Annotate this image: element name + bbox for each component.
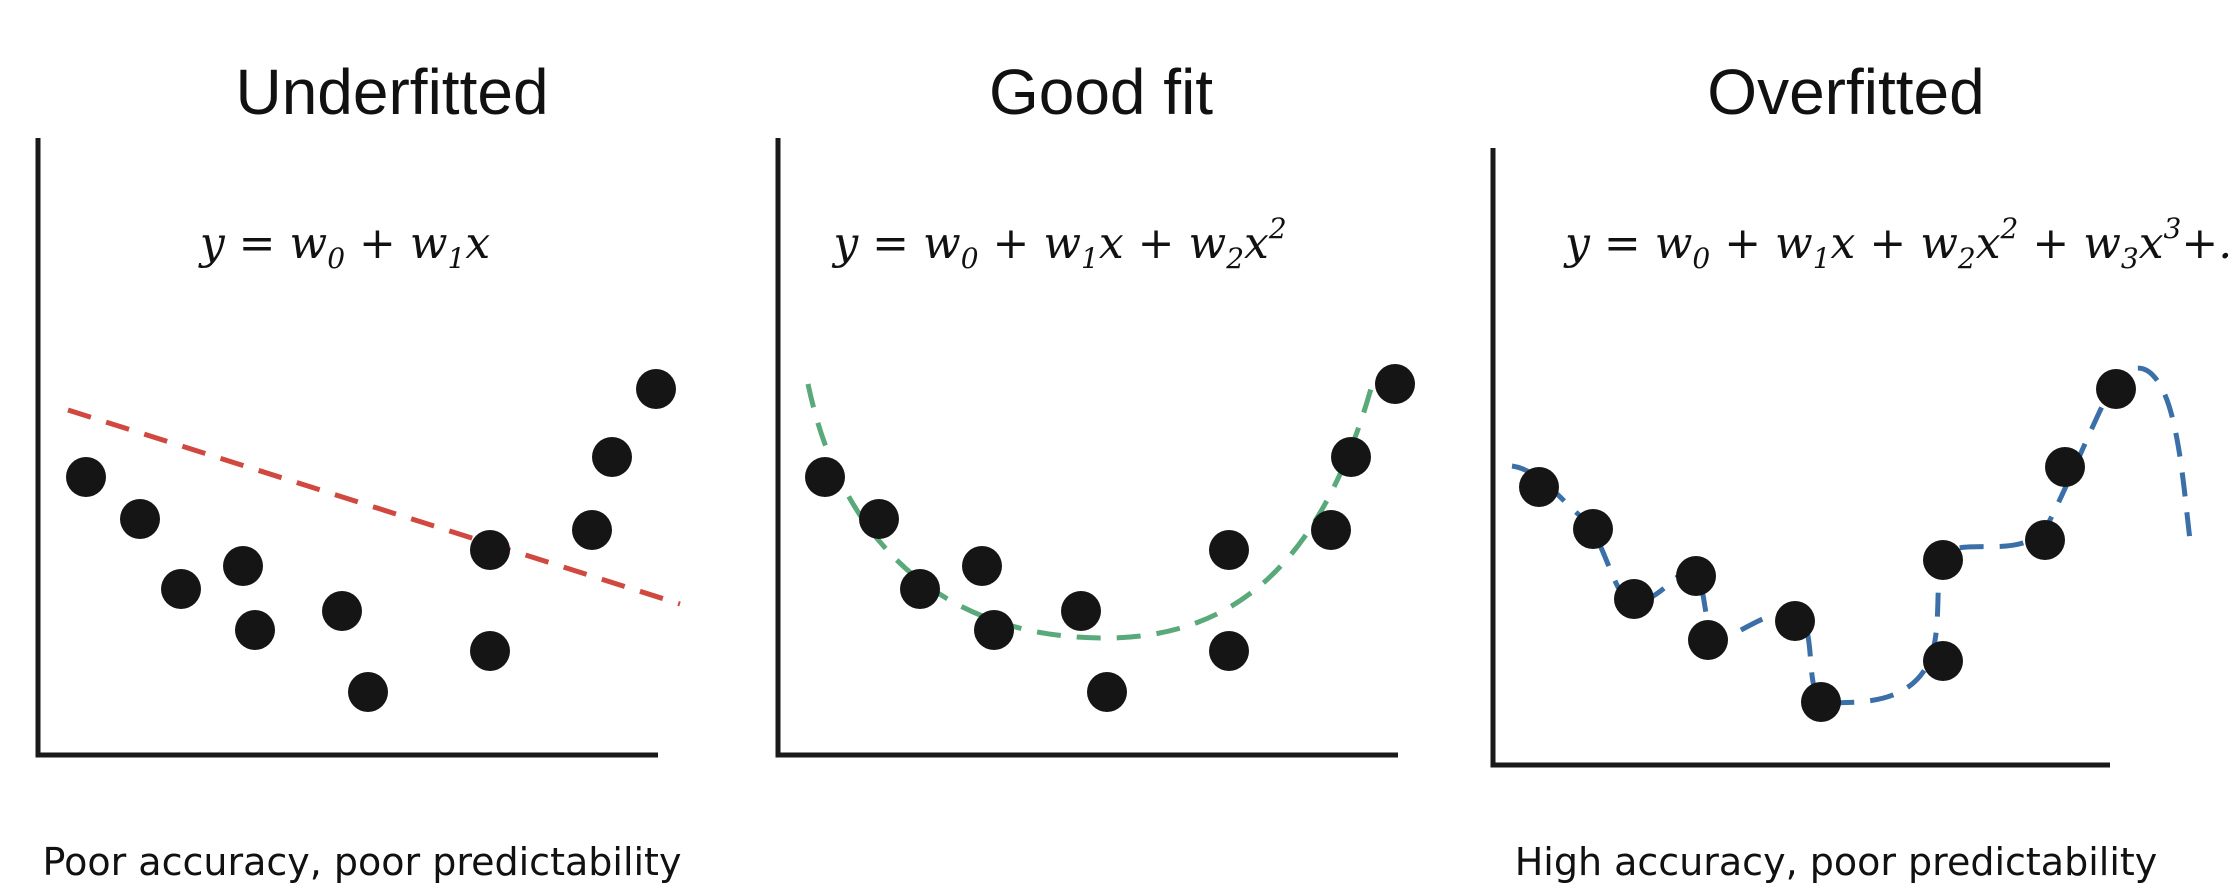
data-point: [1087, 672, 1127, 712]
equation-linear: y = w0 + w1x: [198, 218, 491, 275]
data-point: [2096, 369, 2136, 409]
fit-line-linear: [68, 410, 680, 604]
data-point: [592, 437, 632, 477]
data-point: [161, 569, 201, 609]
panel-good-fit: Good fit y = w0 + w1x + w2x2: [778, 56, 1415, 755]
data-point: [962, 546, 1002, 586]
data-point: [348, 672, 388, 712]
data-point: [1923, 540, 1963, 580]
panel-title: Good fit: [989, 56, 1213, 128]
data-point: [470, 530, 510, 570]
data-point: [66, 457, 106, 497]
data-point: [1614, 579, 1654, 619]
data-point: [1519, 467, 1559, 507]
data-point: [322, 591, 362, 631]
panel-caption: High accuracy, poor predictability: [1515, 840, 2158, 884]
data-point: [1209, 631, 1249, 671]
data-point: [223, 546, 263, 586]
data-point: [2025, 520, 2065, 560]
data-point: [1775, 601, 1815, 641]
data-point: [1209, 530, 1249, 570]
fit-curve-polynomial: [1512, 368, 2190, 703]
data-point: [1923, 641, 1963, 681]
panel-title: Underfitted: [235, 56, 548, 128]
data-point: [1573, 509, 1613, 549]
data-point: [1688, 620, 1728, 660]
data-point: [805, 457, 845, 497]
data-point: [572, 510, 612, 550]
data-points: [66, 369, 676, 712]
data-point: [900, 569, 940, 609]
data-points: [805, 364, 1415, 712]
panel-underfitted: Underfitted y = w0 + w1x Poor accuracy, …: [38, 56, 681, 884]
data-point: [636, 369, 676, 409]
data-point: [1375, 364, 1415, 404]
data-point: [2045, 447, 2085, 487]
panel-overfitted: Overfitted y = w0 + w1x + w2x2 + w3x3+..…: [1493, 56, 2232, 884]
data-point: [974, 610, 1014, 650]
data-point: [235, 610, 275, 650]
data-point: [859, 499, 899, 539]
data-point: [1331, 437, 1371, 477]
panel-title: Overfitted: [1707, 56, 1984, 128]
data-point: [1061, 591, 1101, 631]
data-points: [1519, 369, 2136, 722]
equation-quadratic: y = w0 + w1x + w2x2: [831, 212, 1286, 275]
data-point: [1311, 510, 1351, 550]
panel-caption: Poor accuracy, poor predictability: [43, 840, 682, 884]
equation-polynomial: y = w0 + w1x + w2x2 + w3x3+...: [1563, 212, 2232, 275]
data-point: [1676, 556, 1716, 596]
data-point: [120, 499, 160, 539]
data-point: [470, 631, 510, 671]
data-point: [1801, 682, 1841, 722]
